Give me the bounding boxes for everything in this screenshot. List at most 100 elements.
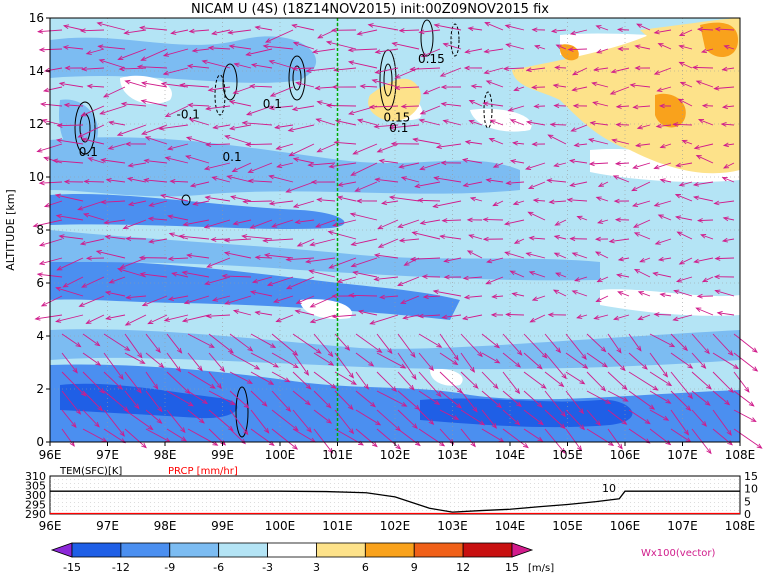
vector-arrow <box>675 194 693 202</box>
vector-arrowhead <box>254 25 261 31</box>
vector-arrow <box>250 409 270 434</box>
vector-arrow <box>649 390 671 404</box>
vector-arrow <box>549 200 567 203</box>
vector-arrowhead <box>268 380 275 385</box>
vector-arrowhead <box>571 70 578 76</box>
vector-arrow <box>192 48 210 52</box>
vector-arrowhead <box>158 125 165 131</box>
vector-arrowhead <box>595 297 602 303</box>
vector-arrow <box>53 160 84 164</box>
vector-arrowhead <box>470 84 477 89</box>
vector-arrow <box>225 135 252 145</box>
vector-arrowhead <box>228 100 236 105</box>
vector-arrow <box>609 238 630 243</box>
vector-arrow <box>464 295 483 298</box>
vector-arrow <box>187 409 205 424</box>
vector-arrow <box>510 270 525 278</box>
vector-arrowhead <box>581 354 587 360</box>
vector-arrow <box>86 314 105 324</box>
vector-arrowhead <box>418 29 425 35</box>
vector-arrow <box>103 333 130 351</box>
vector-arrow <box>660 293 672 297</box>
vector-arrow <box>187 371 216 389</box>
vector-arrowhead <box>470 441 476 448</box>
vector-arrowhead <box>348 428 355 435</box>
vector-arrow <box>292 428 316 443</box>
vector-arrowhead <box>394 73 401 79</box>
y-tick-label: 2 <box>36 382 44 396</box>
x-tick-label: 103E <box>437 448 468 462</box>
vector-arrowhead <box>164 112 171 117</box>
colorbar-segment <box>364 542 415 558</box>
surface-x-axis: 96E 97E 98E 99E 100E 101E 102E 103E 104E 105E 106E… <box>39 519 756 533</box>
vector-arrow <box>506 43 525 50</box>
vector-arrow <box>570 181 588 187</box>
vector-arrow <box>532 295 546 301</box>
vector-arrowhead <box>347 60 355 66</box>
vector-arrowhead <box>443 258 450 263</box>
surface-grid <box>50 479 740 511</box>
vector-arrowhead <box>524 165 532 170</box>
surface-left-tick: 295 <box>25 499 46 512</box>
vector-arrowhead <box>528 235 535 241</box>
vector-arrow <box>109 121 126 126</box>
vector-arrowhead <box>496 402 502 409</box>
vector-arrow <box>209 47 231 50</box>
vector-arrowhead <box>477 351 483 358</box>
y-tick-label: 14 <box>29 64 44 78</box>
vector-arrowhead <box>726 429 732 436</box>
vector-arrowhead <box>108 120 115 126</box>
vector-arrow <box>502 352 521 368</box>
vector-arrowhead <box>79 240 86 246</box>
vector-arrow <box>510 119 525 126</box>
y-tick-label: 0 <box>36 435 44 449</box>
vector-arrowhead <box>601 362 608 368</box>
vector-arrowhead <box>327 447 334 454</box>
vector-arrow <box>379 160 399 164</box>
vector-arrowhead <box>611 138 618 144</box>
vector-arrowhead <box>485 279 492 285</box>
vector-arrow <box>418 409 434 425</box>
vector-arrowhead <box>512 140 519 146</box>
vector-arrow <box>596 196 609 202</box>
vector-arrowhead <box>436 391 442 398</box>
vector-arrow <box>124 409 153 430</box>
vector-arrowhead <box>552 83 559 89</box>
vector-arrow <box>180 84 210 88</box>
vector-arrow <box>487 257 504 263</box>
vector-arrow <box>82 67 105 70</box>
vector-arrowhead <box>232 89 239 94</box>
vector-arrow <box>250 352 279 368</box>
vector-arrow <box>676 162 693 167</box>
vector-arrowhead <box>576 215 583 221</box>
vector-arrow <box>230 124 252 130</box>
vector-arrowhead <box>143 177 150 183</box>
vector-arrow <box>701 48 714 53</box>
vector-arrow <box>233 310 252 316</box>
vector-arrow <box>460 390 478 412</box>
vector-arrow <box>81 105 105 117</box>
vector-arrow <box>607 371 628 390</box>
vector-arrow <box>350 213 378 221</box>
vector-arrow <box>637 124 651 129</box>
vector-arrow <box>550 123 567 126</box>
vector-arrow <box>572 67 588 76</box>
vector-arrow <box>164 314 189 322</box>
vector-arrowhead <box>224 135 231 140</box>
vector-arrowhead <box>659 143 666 149</box>
vector-arrow <box>355 371 369 390</box>
vector-arrowhead <box>560 447 566 454</box>
vector-arrowhead <box>420 52 427 57</box>
vector-arrow <box>207 257 231 268</box>
vector-arrow <box>229 45 252 50</box>
vector-arrowhead <box>527 184 535 189</box>
vector-arrow <box>316 118 336 126</box>
vector-arrowhead <box>205 142 212 148</box>
vector-arrowhead <box>295 299 302 304</box>
vector-arrow <box>229 390 249 409</box>
vector-arrowhead <box>141 301 148 307</box>
vector-arrow <box>369 105 399 108</box>
vector-arrow <box>660 179 672 183</box>
vector-arrowhead <box>491 294 498 299</box>
vector-arrowhead <box>254 255 261 260</box>
